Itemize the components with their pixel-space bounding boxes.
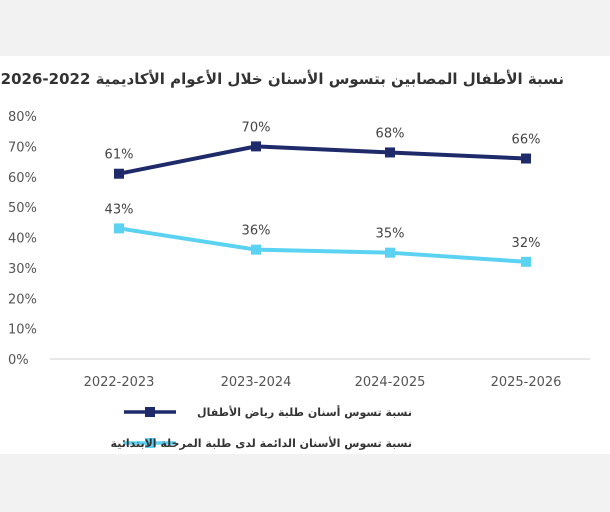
y-tick-label: 70%: [8, 140, 37, 155]
data-point: [114, 168, 124, 179]
data-point: [251, 244, 261, 255]
data-label: 66%: [512, 133, 541, 148]
series-line: [118, 226, 527, 264]
line-chart: 0% 10% 20% 30% 40% 50% 60% 70% 80% 2022-2023 2023-…: [8, 110, 590, 450]
data-label: 36%: [242, 224, 271, 239]
data-label: 68%: [376, 126, 405, 141]
data-point: [251, 141, 261, 152]
series-line: [118, 144, 527, 176]
y-tick-label: 40%: [8, 232, 37, 247]
y-tick-label: 60%: [8, 171, 37, 186]
chart-title: نسبة الأطفال المصابين بتسوس الأسنان خلال…: [0, 70, 564, 88]
data-point: [521, 153, 531, 164]
legend-swatch-marker: [145, 407, 155, 417]
data-label: 43%: [105, 202, 134, 217]
data-point: [114, 223, 124, 234]
y-tick-label: 0%: [8, 353, 29, 368]
y-tick-label: 20%: [8, 292, 37, 307]
y-tick-label: 80%: [8, 110, 37, 125]
x-tick-label: 2022-2023: [84, 375, 155, 390]
x-tick-label: 2024-2025: [355, 375, 426, 390]
x-tick-label: 2023-2024: [221, 375, 292, 390]
legend-label: نسبة تسوس أسنان طلبة رياض الأطفال: [197, 405, 412, 419]
chart-frame: نسبة الأطفال المصابين بتسوس الأسنان خلال…: [0, 56, 610, 454]
data-point: [385, 147, 395, 158]
data-label: 61%: [105, 148, 134, 163]
legend-swatch-marker: [145, 438, 155, 448]
data-point: [385, 247, 395, 258]
data-label: 70%: [242, 120, 271, 135]
data-label: 35%: [376, 227, 405, 242]
y-tick-label: 50%: [8, 201, 37, 216]
y-tick-label: 10%: [8, 323, 37, 338]
legend-label: نسبة تسوس الأسنان الدائمة لدى طلبة المرح…: [111, 436, 412, 450]
x-tick-label: 2025-2026: [491, 375, 562, 390]
data-point: [521, 256, 531, 267]
data-label: 32%: [512, 236, 541, 251]
y-tick-label: 30%: [8, 262, 37, 277]
